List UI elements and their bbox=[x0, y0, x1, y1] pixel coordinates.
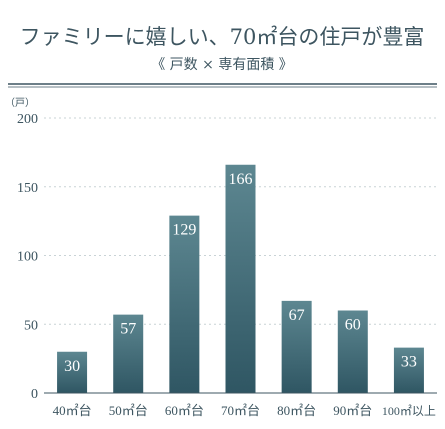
chart-subtitle: 《 戸数 × 専有面積 》 bbox=[151, 57, 293, 73]
y-tick-label: 0 bbox=[31, 387, 38, 402]
data-labels: 30 57 129 166 67 60 33 bbox=[64, 171, 417, 375]
bar-value-label: 60 bbox=[345, 317, 361, 334]
bar bbox=[113, 314, 144, 393]
bar bbox=[281, 300, 312, 393]
bars bbox=[57, 164, 424, 393]
x-tick-label: 80㎡台 bbox=[277, 403, 316, 418]
bar bbox=[225, 164, 256, 393]
bar-value-label: 166 bbox=[229, 171, 253, 188]
bar-value-label: 33 bbox=[401, 354, 417, 371]
bar bbox=[169, 215, 200, 393]
x-tick-label: 70㎡台 bbox=[221, 403, 260, 418]
y-tick-label: 100 bbox=[17, 250, 38, 265]
bar bbox=[57, 351, 88, 393]
bar-value-label: 30 bbox=[64, 358, 80, 375]
bar bbox=[337, 310, 368, 393]
bar-value-label: 129 bbox=[172, 222, 196, 239]
x-tick-label: 100㎡以上 bbox=[382, 404, 436, 418]
x-tick-label: 50㎡台 bbox=[109, 403, 148, 418]
bar-value-label: 57 bbox=[120, 321, 136, 338]
x-tick-label: 60㎡台 bbox=[165, 403, 204, 418]
y-axis-unit: （戸） bbox=[5, 97, 35, 109]
chart-title: ファミリーに嬉しい、70㎡台の住戸が豊富 bbox=[20, 25, 425, 49]
x-tick-label: 40㎡台 bbox=[53, 403, 92, 418]
bar-value-label: 67 bbox=[289, 307, 305, 324]
y-axis-ticks: 0 50 100 150 200 bbox=[17, 112, 38, 402]
y-tick-label: 200 bbox=[17, 112, 38, 127]
bar bbox=[393, 347, 424, 393]
y-tick-label: 150 bbox=[17, 181, 38, 196]
y-tick-label: 50 bbox=[24, 318, 38, 333]
x-axis-ticks: 40㎡台 50㎡台 60㎡台 70㎡台 80㎡台 90㎡台 100㎡以上 bbox=[53, 403, 436, 418]
x-tick-label: 90㎡台 bbox=[333, 403, 372, 418]
